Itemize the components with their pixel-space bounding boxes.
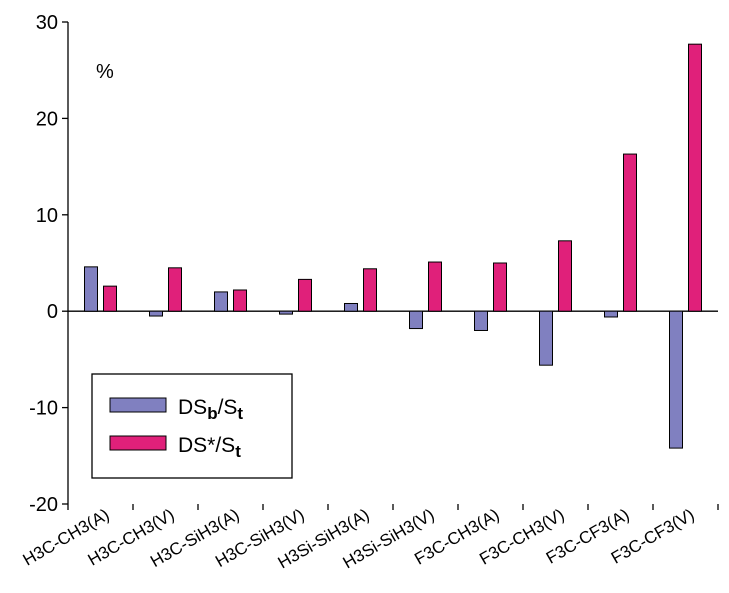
bar-dsb-st	[214, 291, 228, 312]
bar-dsb-st	[84, 266, 98, 312]
legend-label-part: /S	[218, 396, 238, 419]
bar-ds-star-st	[103, 285, 117, 312]
legend-label-part: t	[237, 404, 243, 423]
y-tick-label: 20	[36, 108, 58, 130]
y-tick-label: 10	[36, 205, 58, 227]
bar-dsb-st	[539, 310, 553, 366]
bar-dsb-st	[409, 310, 423, 330]
bar-ds-star-st	[558, 240, 572, 312]
bar-ds-star-st	[298, 278, 312, 312]
bar-ds-star-st	[623, 153, 637, 312]
x-category-labels: H3C-CH3(A)H3C-CH3(V)H3C-SiH3(A)H3C-SiH3(…	[20, 505, 698, 572]
bar-dsb-st	[669, 310, 683, 449]
bar-ds-star-st	[688, 43, 702, 312]
bar-dsb-st	[279, 310, 293, 315]
legend-label-part: DS	[178, 396, 207, 419]
legend-label: DS*/St	[178, 434, 241, 461]
bars	[84, 43, 702, 449]
bar-ds-star-st	[493, 262, 507, 312]
legend-label-part: t	[235, 442, 241, 461]
y-tick-labels: -20 -10 0 10 20 30	[29, 12, 58, 516]
bar-ds-star-st	[363, 268, 377, 312]
y-tick-label: -10	[29, 398, 58, 420]
legend-swatch	[109, 397, 167, 413]
bar-dsb-st	[149, 310, 163, 317]
bar-ds-star-st	[168, 267, 182, 312]
legend-box	[91, 373, 293, 479]
bar-dsb-st	[604, 310, 618, 318]
bar-ds-star-st	[428, 261, 442, 312]
y-tick-label: 0	[47, 301, 58, 323]
bar-ds-star-st	[233, 289, 247, 312]
legend-swatch	[109, 435, 167, 451]
bar-dsb-st	[474, 310, 488, 331]
y-tick-label: -20	[29, 494, 58, 516]
legend-label-part: b	[207, 404, 217, 423]
unit-label: %	[96, 61, 114, 83]
bar-dsb-st	[344, 302, 358, 312]
legend-label-part: DS*/S	[178, 434, 235, 457]
legend-label: DSb/St	[178, 396, 243, 423]
y-tick-label: 30	[36, 12, 58, 34]
